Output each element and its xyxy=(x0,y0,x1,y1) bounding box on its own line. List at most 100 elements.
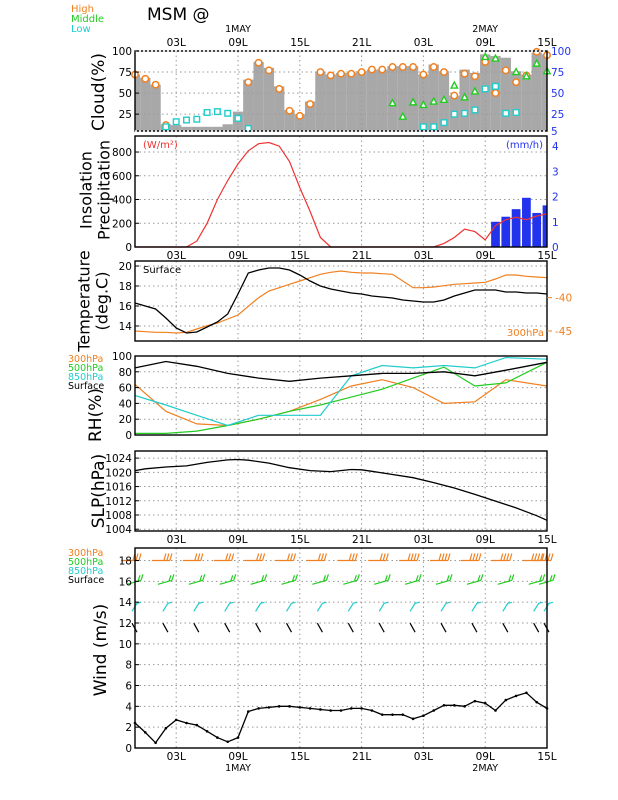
y-tick-label: 0 xyxy=(125,242,132,254)
wind-speed-point xyxy=(401,713,405,716)
wind-barb-500hpa xyxy=(497,574,515,585)
wind-barb-surface xyxy=(378,622,385,633)
cloud-high-point xyxy=(337,69,345,78)
y-tick-label: 10 xyxy=(119,639,132,651)
y-axis-title: Cloud(%) xyxy=(89,53,109,131)
cloud-bar xyxy=(346,72,357,131)
cloud-bar xyxy=(325,74,336,131)
wind-barb-500hpa xyxy=(312,574,329,585)
y-tick-label: 1004 xyxy=(105,524,132,536)
wind-barb-500hpa xyxy=(374,574,391,585)
wind-speed-point xyxy=(277,705,281,708)
precip-bar xyxy=(511,209,521,247)
wind-speed-point xyxy=(380,713,384,716)
wind-barb-300hpa xyxy=(337,553,358,562)
cloud-high-point xyxy=(532,47,541,56)
x-tick-label: 03L xyxy=(414,250,433,262)
right-tick-label: 4 xyxy=(552,141,559,153)
y-tick-label: 1012 xyxy=(105,496,132,508)
wind-legend-item: 850hPa xyxy=(68,566,103,577)
cloud-middle-point xyxy=(522,71,531,80)
right-tick-label: 75 xyxy=(551,67,564,79)
legend-middle: Middle xyxy=(71,14,104,25)
cloud-high-point xyxy=(512,78,521,87)
wind-barb-surface xyxy=(255,622,262,633)
cloud-low-point xyxy=(512,108,520,116)
wind-speed-point xyxy=(174,718,178,722)
wind-barb-300hpa xyxy=(399,553,420,562)
cloud-low-point xyxy=(450,110,458,118)
right-tick-label: 50 xyxy=(551,88,564,100)
cloud-bar xyxy=(140,77,151,131)
x-tick-label: 09L xyxy=(476,534,495,546)
wind-speed-point xyxy=(525,691,528,695)
wind-speed-point xyxy=(267,706,271,709)
wind-speed-line xyxy=(134,692,548,744)
y-tick-label: 400 xyxy=(112,195,132,207)
wind-speed-point xyxy=(205,730,209,733)
cloud-high-point xyxy=(409,63,418,71)
cloud-bar xyxy=(135,74,141,131)
insolation-unit: (W/m²) xyxy=(143,140,178,151)
rh-legend-item: 500hPa xyxy=(68,363,103,374)
y-tick-label: 1020 xyxy=(105,467,132,479)
cloud-middle-point xyxy=(480,51,490,61)
wind-speed-point xyxy=(319,708,322,711)
wind-speed-point xyxy=(329,709,333,712)
cloud-bar xyxy=(469,72,481,131)
rh-panel: 0 20 40 60 80 100 300hPa500hPa850hPaSurfaceRH(… xyxy=(68,351,548,442)
x-tick-label: 15L xyxy=(537,250,556,262)
wind-speed-point xyxy=(391,713,394,716)
y-axis-title-line: RH(%) xyxy=(86,388,106,442)
wind-legend-item: 300hPa xyxy=(68,548,103,559)
cloud-bar xyxy=(191,126,202,131)
date-label: 1MAY xyxy=(225,763,251,774)
cloud-bar xyxy=(253,61,264,131)
y-tick-label: 60 xyxy=(119,383,132,395)
wind-barb-500hpa xyxy=(188,574,206,585)
y-tick-label: 20 xyxy=(119,414,132,426)
wind-speed-point xyxy=(370,709,374,712)
wind-speed-point xyxy=(288,705,291,708)
cloud-low-point xyxy=(213,108,221,116)
cloud-middle-point xyxy=(532,58,542,67)
wind-barb-surface xyxy=(471,622,478,633)
cloud-bar xyxy=(150,84,161,131)
wind-barb-850hpa xyxy=(193,601,203,612)
y-axis-title: Temperature (deg.C) xyxy=(75,250,112,352)
cloud-middle-point xyxy=(470,86,480,95)
wind-barb-300hpa xyxy=(244,553,266,562)
cloud-low-point xyxy=(234,114,242,122)
cloud-low-point xyxy=(492,82,500,90)
cloud-middle-point xyxy=(511,67,521,76)
x-tick-label: 03L xyxy=(167,534,186,546)
temp-300hpa-line xyxy=(134,270,548,334)
cloud-bar xyxy=(284,109,295,131)
right-tick-label: 0 xyxy=(552,242,559,254)
right-tick-label: -45 xyxy=(555,326,572,338)
cloud-high-point xyxy=(264,66,273,75)
y-tick-label: 200 xyxy=(112,218,132,230)
cloud-low-point xyxy=(162,123,170,131)
wind-panel: 0 2 4 6 8 10 12 14 16 18 300hPa500hPa850hPaSurface… xyxy=(68,547,557,774)
wind-barb-surface xyxy=(347,622,354,633)
y-tick-label: 80 xyxy=(119,367,132,379)
y-tick-label: 20 xyxy=(119,261,132,273)
cloud-low-point xyxy=(461,109,469,117)
wind-speed-point xyxy=(483,701,487,705)
precip-unit: (mm/h) xyxy=(506,140,543,151)
wind-barb-surface xyxy=(162,622,169,633)
cloud-middle-point xyxy=(460,92,469,101)
y-tick-label: 16 xyxy=(119,301,133,313)
cloud-middle-point xyxy=(398,111,408,120)
cloud-low-point xyxy=(203,108,211,116)
wind-speed-point xyxy=(535,700,538,704)
y-tick-label: 100 xyxy=(112,351,132,363)
wind-barb-300hpa xyxy=(491,553,513,562)
y-axis-title: SLP(hPa) xyxy=(89,454,109,528)
cloud-low-point xyxy=(224,109,232,117)
cloud-high-point xyxy=(419,70,428,79)
wind-barb-300hpa xyxy=(121,553,142,562)
cloud-low-point xyxy=(471,106,479,114)
cloud-high-point xyxy=(295,111,304,120)
